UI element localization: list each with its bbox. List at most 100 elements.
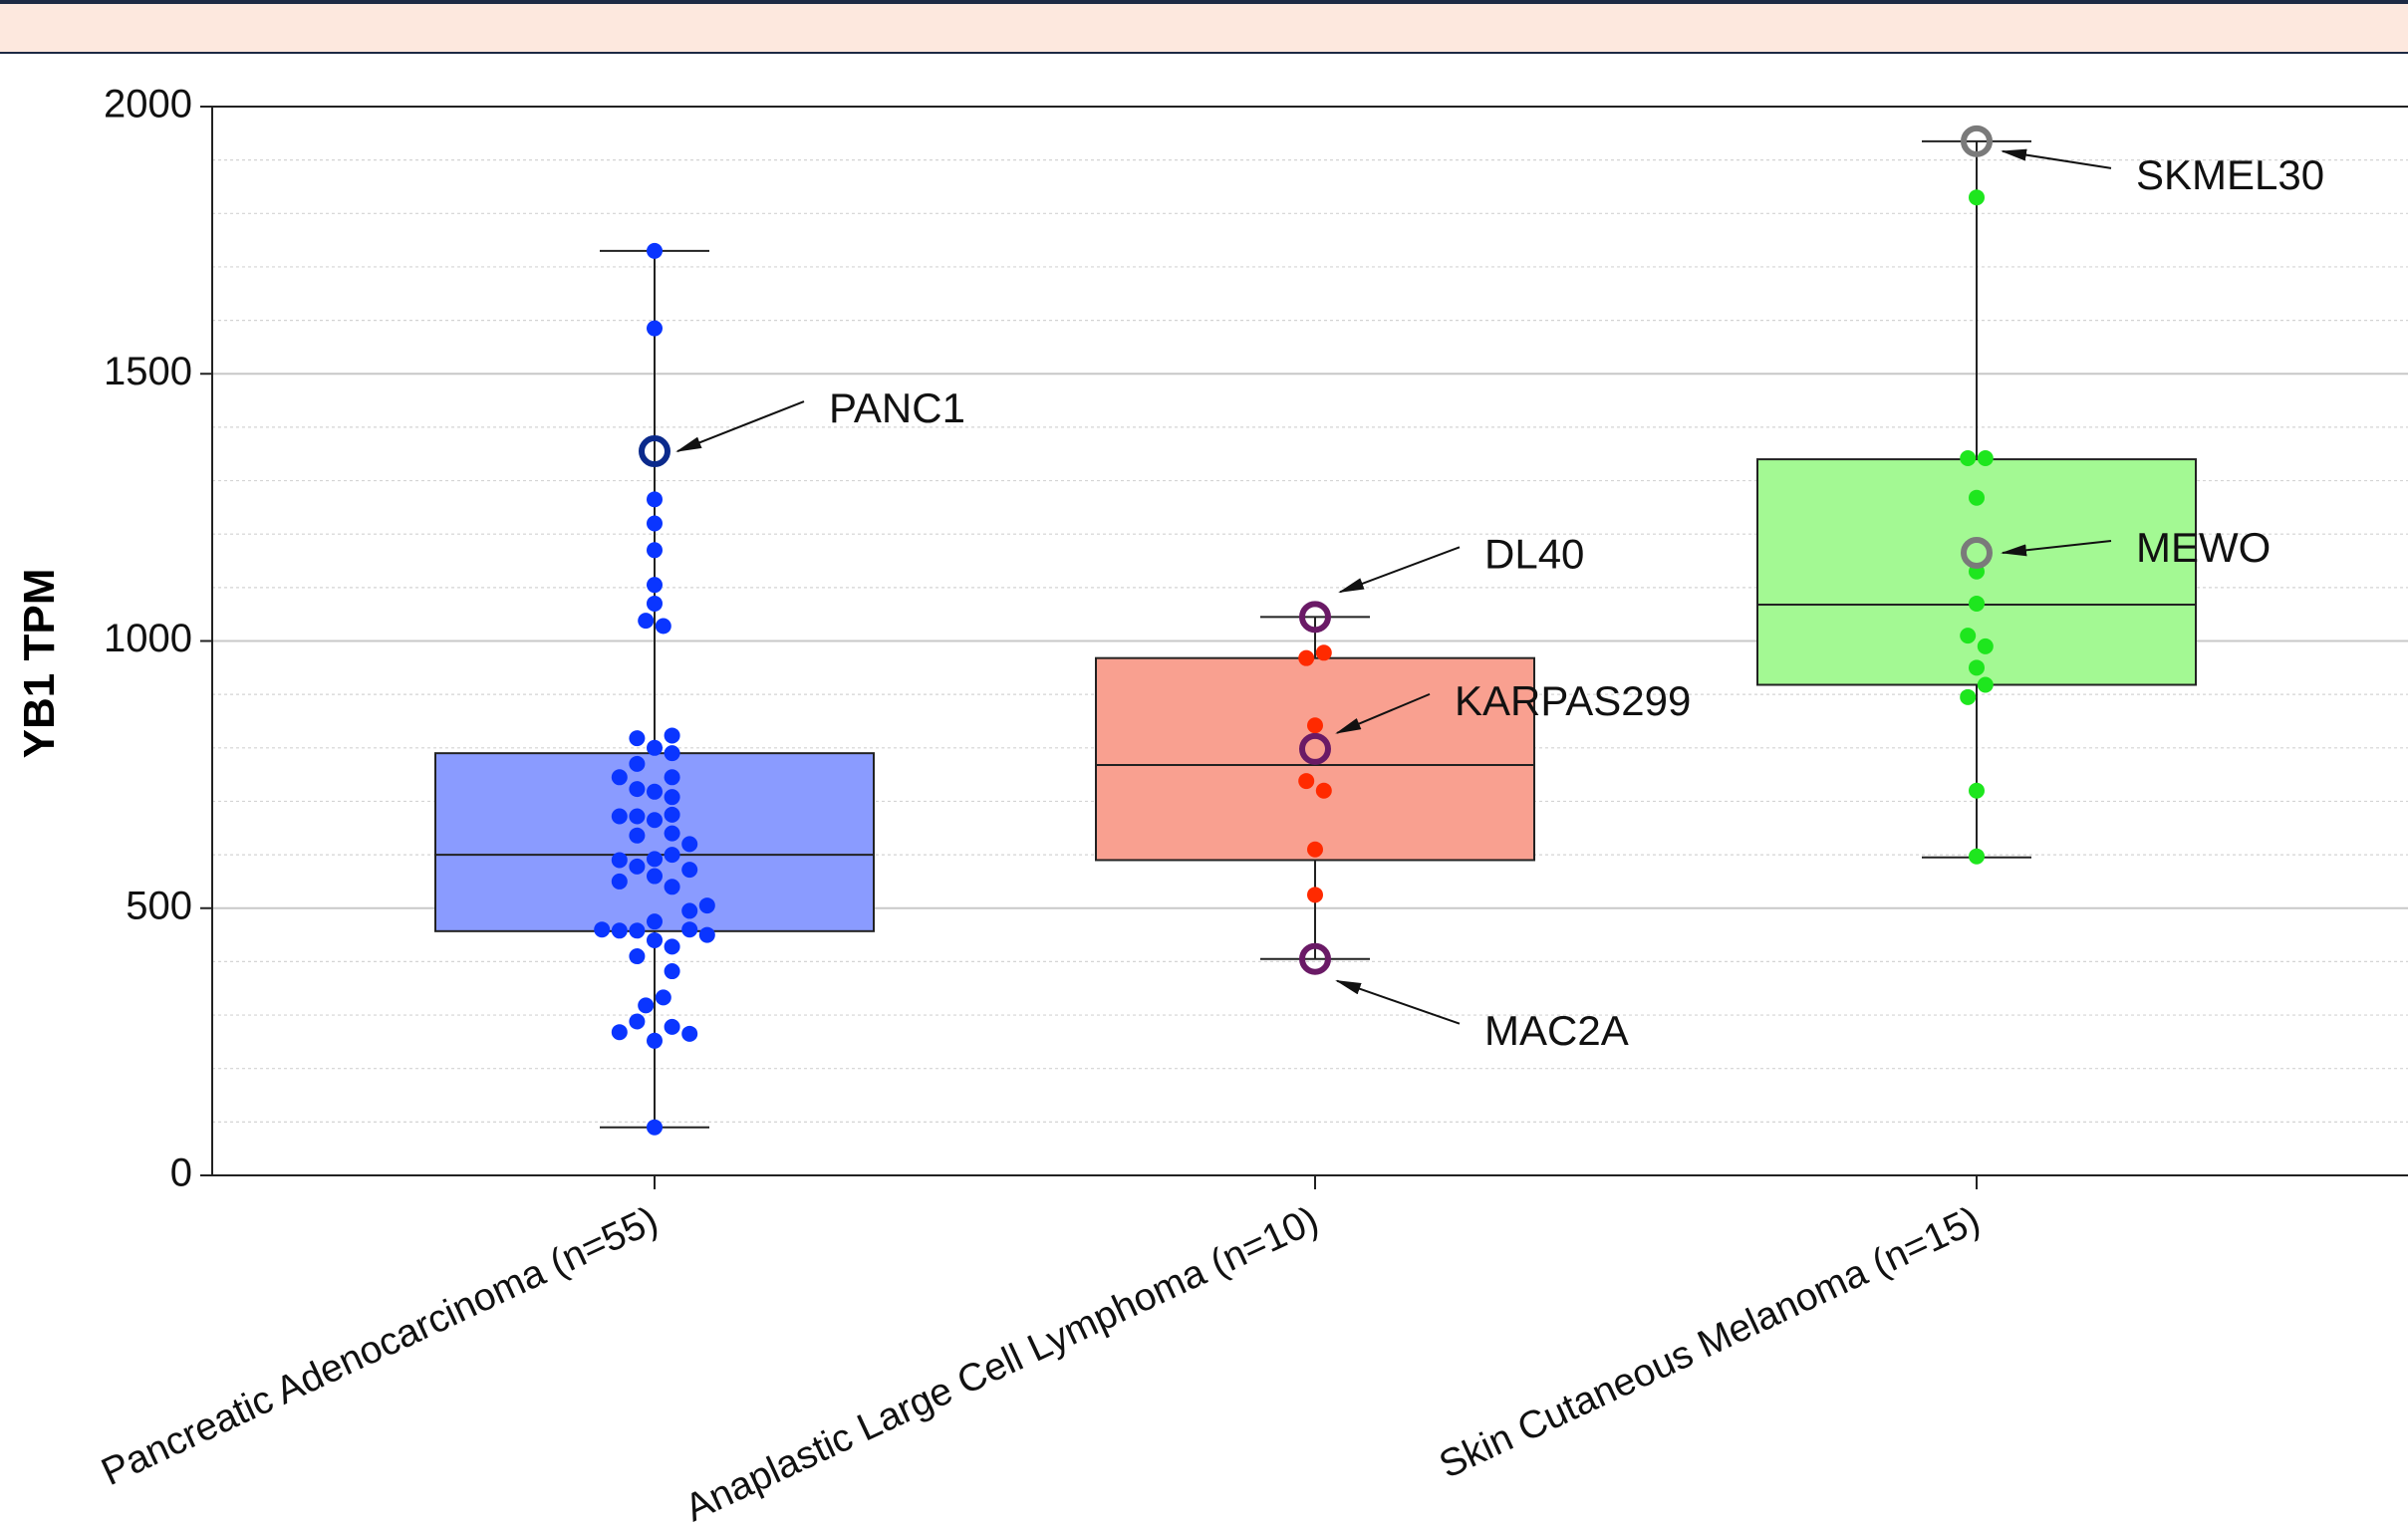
y-tick-label: 1000: [104, 617, 192, 660]
data-point: [647, 739, 663, 756]
data-point: [638, 613, 655, 630]
data-point: [647, 913, 663, 930]
data-point: [664, 769, 680, 786]
data-point: [647, 242, 663, 259]
points-layer: [594, 189, 1994, 1136]
data-point: [664, 727, 680, 744]
data-point: [1969, 489, 1985, 506]
data-point: [655, 989, 671, 1006]
data-point: [664, 789, 680, 806]
top-banner: [0, 0, 2408, 54]
data-point: [629, 1013, 646, 1030]
data-point: [629, 755, 646, 772]
data-point: [655, 618, 671, 635]
data-point: [664, 806, 680, 823]
y-tick-label: 1500: [104, 350, 192, 393]
data-point: [664, 825, 680, 842]
y-tick-label: 2000: [104, 83, 192, 127]
data-point: [611, 873, 628, 890]
annotation-label: SKMEL30: [2136, 151, 2324, 198]
y-tick-label: 500: [126, 884, 192, 927]
annotation-arrow: [2001, 148, 2112, 169]
annotation-label: KARPAS299: [1455, 677, 1691, 724]
data-point: [664, 938, 680, 955]
data-point: [629, 781, 646, 798]
data-point: [1315, 644, 1332, 661]
data-point: [1969, 595, 1985, 612]
data-point: [664, 879, 680, 895]
annotation-arrow: [2001, 539, 2112, 557]
data-point: [681, 862, 698, 879]
data-point: [681, 1025, 698, 1042]
data-point: [1969, 189, 1985, 206]
data-point: [647, 491, 663, 508]
data-point: [647, 812, 663, 829]
y-axis-label: YB1 TPM: [15, 569, 64, 759]
data-point: [647, 1119, 663, 1136]
data-point: [681, 836, 698, 853]
x-tick-label: Anaplastic Large Cell Lymphoma (n=10): [678, 1198, 1325, 1530]
data-point: [629, 808, 646, 825]
box-rect: [1095, 656, 1535, 862]
data-point: [611, 922, 628, 939]
data-point: [1960, 688, 1977, 705]
data-point: [611, 1024, 628, 1041]
annotation-arrow: [675, 400, 805, 452]
data-point: [664, 745, 680, 762]
data-point: [681, 902, 698, 919]
annotation-label: PANC1: [829, 384, 965, 431]
data-point: [647, 931, 663, 948]
x-tick-label: Pancreatic Adenocarcinoma (n=55): [96, 1198, 665, 1494]
annotation-arrow: [1335, 692, 1431, 734]
annotations-layer: PANC1 DL40 KARPAS299 MAC2A SKMEL30 MEWO: [639, 125, 2324, 1054]
data-point: [1315, 782, 1332, 799]
annotation-label: MEWO: [2136, 524, 2271, 571]
data-point: [1307, 887, 1323, 903]
data-point: [594, 921, 611, 938]
data-point: [1298, 773, 1315, 790]
data-point: [629, 858, 646, 875]
data-point: [1298, 649, 1315, 666]
data-point: [647, 542, 663, 559]
data-point: [1969, 782, 1985, 799]
annotation-label: MAC2A: [1484, 1007, 1629, 1054]
boxes-layer: [434, 139, 2197, 1129]
data-point: [647, 868, 663, 885]
x-tick-label: Skin Cutaneous Melanoma (n=15): [1433, 1198, 1987, 1487]
data-point: [647, 577, 663, 594]
annotation-label: DL40: [1484, 530, 1584, 577]
data-point: [664, 963, 680, 980]
data-point: [638, 997, 655, 1014]
highlight-point-panc1: [639, 435, 670, 468]
data-point: [1307, 841, 1323, 858]
data-point: [647, 320, 663, 337]
data-point: [611, 769, 628, 786]
data-point: [647, 851, 663, 868]
highlight-point-skmel30: [1961, 125, 1993, 157]
data-point: [647, 1032, 663, 1049]
annotation-arrow: [1338, 546, 1461, 594]
data-point: [1969, 848, 1985, 865]
data-point: [647, 595, 663, 612]
data-point: [1969, 659, 1985, 676]
data-point: [611, 852, 628, 869]
data-point: [1977, 638, 1994, 654]
data-point: [1977, 450, 1994, 467]
data-point: [647, 783, 663, 800]
highlight-point-mewo: [1961, 536, 1993, 569]
box-rect: [434, 752, 875, 932]
data-point: [698, 926, 715, 943]
data-point: [629, 922, 646, 939]
highlight-point-dl40: [1299, 601, 1331, 634]
y-tick-label: 0: [170, 1151, 192, 1195]
data-point: [629, 730, 646, 747]
data-point: [681, 921, 698, 938]
data-point: [647, 515, 663, 532]
data-point: [1307, 717, 1323, 734]
data-point: [629, 827, 646, 844]
highlight-point-karpas299: [1299, 732, 1331, 765]
data-point: [1977, 676, 1994, 693]
highlight-point-mac2a: [1299, 942, 1331, 975]
data-point: [664, 1018, 680, 1035]
